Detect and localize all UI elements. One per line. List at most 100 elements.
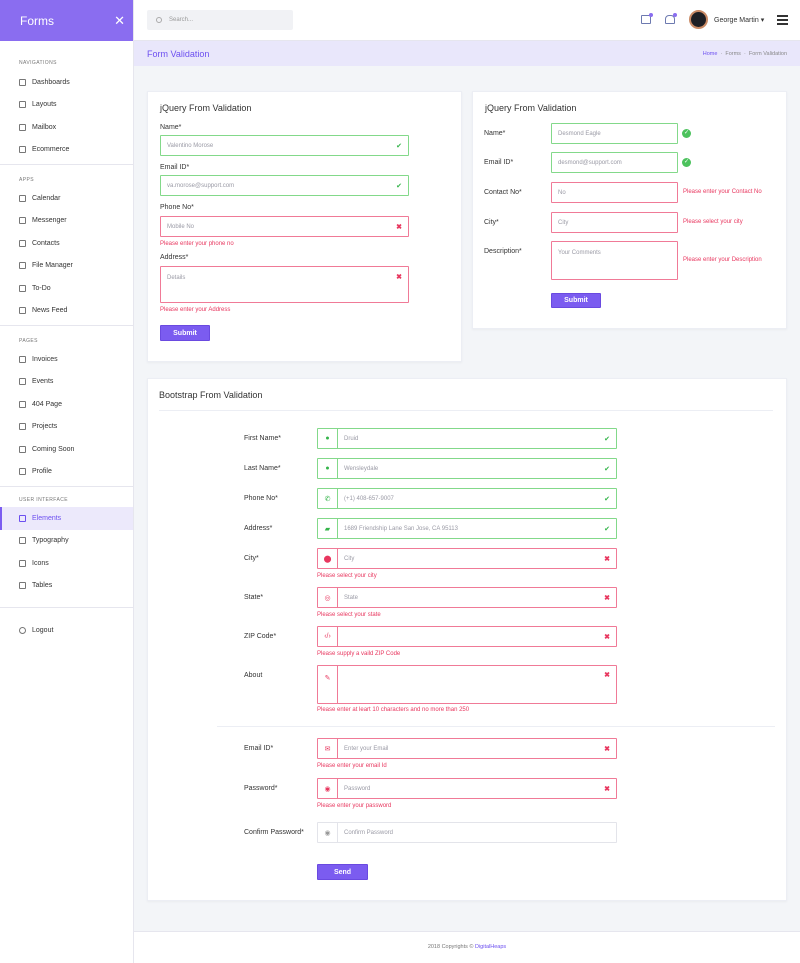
phone-icon: ✆: [318, 489, 338, 508]
last-name-input[interactable]: ● Wensleydale ✔: [317, 458, 617, 479]
sidebar-divider: [0, 607, 133, 608]
footer-brand-link[interactable]: DigitalHeaps: [474, 944, 507, 950]
folder-icon: [19, 262, 26, 270]
state-label: State*: [244, 594, 264, 601]
footer: 2018 Copyrights © DigitalHeaps: [134, 931, 800, 963]
error-x-icon: ✖: [396, 223, 402, 231]
email-label: Email ID*: [484, 159, 514, 166]
sidebar-divider: [0, 164, 133, 165]
name-input[interactable]: Desmond Eagle: [551, 123, 678, 144]
sidebar-item-dashboards[interactable]: Dashboards: [0, 71, 133, 94]
sidebar-item-projects[interactable]: Projects: [0, 416, 133, 439]
divider: [159, 410, 773, 411]
hamburger-menu-icon[interactable]: [777, 15, 788, 27]
sidebar-item-logout[interactable]: Logout: [0, 619, 133, 642]
location-pin-icon: ⬤: [318, 549, 338, 568]
city-error: Please select your city: [317, 573, 377, 579]
sidebar-item-mailbox[interactable]: Mailbox: [0, 116, 133, 139]
address-textarea[interactable]: Details ✖: [160, 266, 409, 303]
description-textarea[interactable]: Your Comments: [551, 241, 678, 280]
breadcrumb-forms[interactable]: Forms: [725, 50, 741, 57]
about-error: Please enter at leart 10 characters and …: [317, 707, 470, 713]
phone-input[interactable]: ✆ (+1) 408-657-9007 ✔: [317, 488, 617, 509]
about-textarea[interactable]: ✎ ✖: [317, 665, 617, 704]
submit-button[interactable]: Submit: [160, 325, 210, 341]
zip-error: Please supply a vaild ZIP Code: [317, 651, 401, 657]
check-icon: ✔: [396, 182, 402, 190]
sidebar-item-file-manager[interactable]: File Manager: [0, 255, 133, 278]
address-input[interactable]: ▰ 1689 Friendship Lane San Jose, CA 9511…: [317, 518, 617, 539]
calendar-icon: [19, 194, 26, 202]
address-label: Address*: [160, 254, 189, 261]
city-error: Please select your city: [683, 219, 743, 225]
city-label: City*: [244, 555, 259, 562]
table-icon: [19, 582, 26, 590]
mail-notification-icon[interactable]: [641, 13, 653, 24]
sidebar-item-profile[interactable]: Profile: [0, 461, 133, 484]
sidebar-item-typography[interactable]: Typography: [0, 530, 133, 553]
sidebar-item-tables[interactable]: Tables: [0, 575, 133, 598]
power-icon: [19, 626, 26, 634]
error-x-icon: ✖: [604, 672, 610, 679]
sidebar-divider: [0, 486, 133, 487]
password-error: Please enter your password: [317, 803, 392, 809]
sidebar-brand: Forms ✕: [0, 0, 133, 41]
card-title: jQuery From Validation: [485, 103, 577, 113]
first-name-label: First Name*: [244, 435, 281, 442]
sidebar-item-layouts[interactable]: Layouts: [0, 94, 133, 117]
sidebar-item-messenger[interactable]: Messenger: [0, 210, 133, 233]
topbar: Search... George Martin ▾: [134, 0, 800, 41]
send-button[interactable]: Send: [317, 864, 368, 880]
phone-label: Phone No*: [244, 495, 278, 502]
sidebar-item-contacts[interactable]: Contacts: [0, 232, 133, 255]
notification-dot: [673, 13, 677, 17]
jquery-validation-card-right: jQuery From Validation Name* Desmond Eag…: [472, 91, 787, 329]
avatar[interactable]: [689, 10, 708, 29]
elements-icon: [19, 514, 26, 522]
invoice-icon: [19, 355, 26, 363]
address-error: Please enter your Address: [160, 307, 231, 313]
sidebar-item-calendar[interactable]: Calendar: [0, 187, 133, 210]
submit-button[interactable]: Submit: [551, 293, 601, 308]
breadcrumb-bar: Form Validation Home · Forms · Form Vali…: [134, 41, 800, 66]
search-input[interactable]: Search...: [147, 10, 293, 30]
event-icon: [19, 378, 26, 386]
name-input[interactable]: Valentino Morose ✔: [160, 135, 409, 156]
first-name-input[interactable]: ● Druid ✔: [317, 428, 617, 449]
contact-label: Contact No*: [484, 189, 522, 196]
sidebar-item-news-feed[interactable]: News Feed: [0, 300, 133, 323]
user-menu[interactable]: George Martin ▾: [714, 16, 764, 24]
password-input[interactable]: ◉ Password ✖: [317, 778, 617, 799]
state-input[interactable]: ◎ State ✖: [317, 587, 617, 608]
sidebar-item-404-page[interactable]: 404 Page: [0, 393, 133, 416]
email-input[interactable]: va.morose@support.com ✔: [160, 175, 409, 196]
confirm-password-input[interactable]: ◉ Confirm Password: [317, 822, 617, 843]
sidebar-item-ecommerce[interactable]: Ecommerce: [0, 139, 133, 162]
email-input[interactable]: ✉ Enter your Email ✖: [317, 738, 617, 759]
sidebar-item-invoices[interactable]: Invoices: [0, 348, 133, 371]
search-placeholder: Search...: [169, 17, 194, 23]
description-error: Please enter your Description: [683, 257, 762, 263]
eye-slash-icon: ◉: [318, 823, 338, 842]
brand-name[interactable]: Forms: [20, 13, 54, 28]
page-title: Form Validation: [147, 48, 210, 59]
city-input[interactable]: ⬤ City ✖: [317, 548, 617, 569]
globe-icon: ◎: [318, 588, 338, 607]
section-title-pages: PAGES: [19, 338, 38, 344]
sidebar-item-elements[interactable]: Elements: [0, 507, 133, 530]
email-input[interactable]: desmond@support.com: [551, 152, 678, 173]
contact-input[interactable]: No: [551, 182, 678, 203]
bell-icon[interactable]: [665, 13, 677, 24]
zip-input[interactable]: ‹/› ✖: [317, 626, 617, 647]
notification-dot: [649, 13, 653, 17]
sidebar-item-todo[interactable]: To-Do: [0, 277, 133, 300]
sidebar-item-events[interactable]: Events: [0, 371, 133, 394]
sidebar-item-icons[interactable]: Icons: [0, 552, 133, 575]
breadcrumb-home[interactable]: Home: [702, 50, 718, 57]
about-label: About: [244, 672, 263, 679]
phone-input[interactable]: Mobile No ✖: [160, 216, 409, 237]
chat-icon: [19, 217, 26, 225]
tools-icon[interactable]: ✕: [114, 12, 125, 28]
sidebar-item-coming-soon[interactable]: Coming Soon: [0, 438, 133, 461]
city-input[interactable]: City: [551, 212, 678, 233]
